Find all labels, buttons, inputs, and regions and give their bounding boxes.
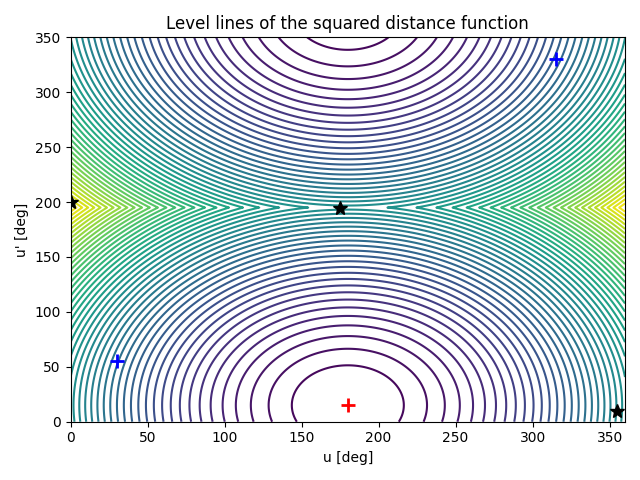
Y-axis label: u' [deg]: u' [deg] [15,203,29,257]
X-axis label: u [deg]: u [deg] [323,451,373,465]
Title: Level lines of the squared distance function: Level lines of the squared distance func… [166,15,529,33]
